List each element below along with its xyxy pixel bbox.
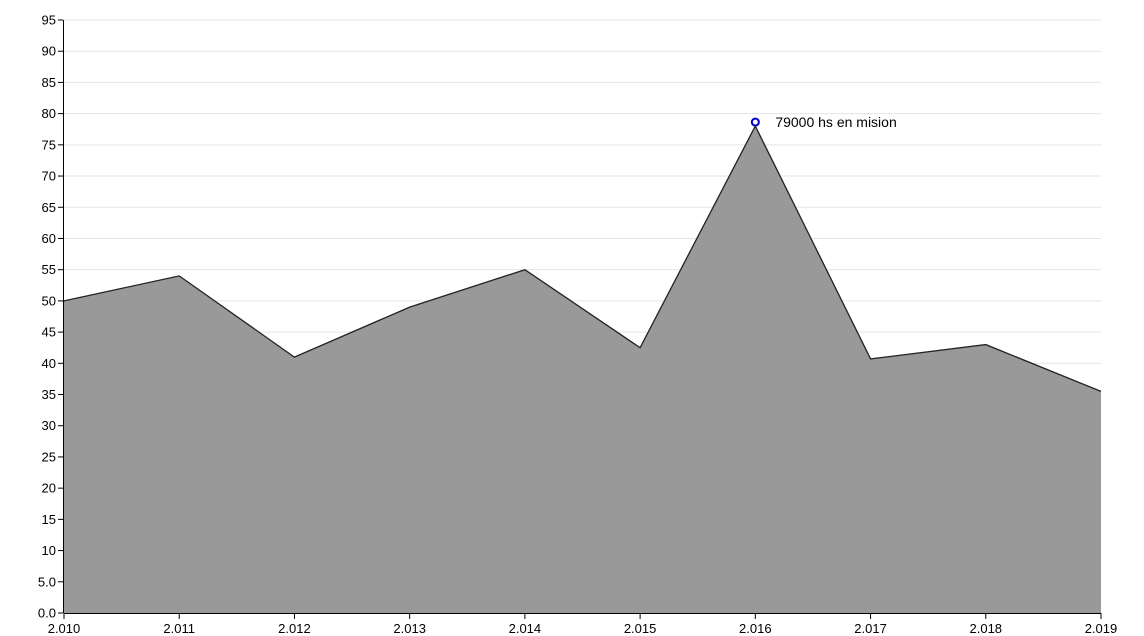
x-tick-label: 2.015	[624, 621, 657, 636]
peak-annotation: 79000 hs en mision	[750, 114, 897, 130]
x-tick-label: 2.017	[854, 621, 887, 636]
y-tick-label: 60	[42, 231, 56, 246]
peak-annotation-label: 79000 hs en mision	[775, 114, 896, 130]
area-series	[64, 126, 1101, 613]
y-tick-label: 65	[42, 200, 56, 215]
x-tick-label: 2.011	[163, 621, 195, 636]
y-tick-label: 25	[42, 449, 56, 464]
peak-marker[interactable]	[750, 117, 760, 127]
x-tick-label: 2.010	[48, 621, 81, 636]
x-tick-label: 2.016	[739, 621, 772, 636]
y-axis: 0.0 5.0 10 15 20 25 30 35 40 45 50 55 60 65 70 75 80 85 90…	[38, 13, 64, 621]
y-tick-label: 55	[42, 262, 56, 277]
y-tick-label: 30	[42, 418, 56, 433]
y-tick-label: 75	[42, 137, 56, 152]
y-tick-label: 45	[42, 325, 56, 340]
x-tick-label: 2.018	[970, 621, 1003, 636]
y-tick-label: 35	[42, 387, 56, 402]
y-tick-label: 90	[42, 44, 56, 59]
y-tick-label: 50	[42, 293, 56, 308]
x-tick-label: 2.012	[278, 621, 311, 636]
y-tick-label: 85	[42, 75, 56, 90]
y-tick-label: 0.0	[38, 606, 56, 621]
x-tick-label: 2.014	[509, 621, 542, 636]
y-tick-label: 20	[42, 481, 56, 496]
x-axis: 2.010 2.011 2.012 2.013 2.014 2.015 2.016 2.017…	[48, 613, 1118, 636]
area-outline	[63, 124, 1102, 393]
y-tick-label: 80	[42, 106, 56, 121]
y-tick-label: 15	[42, 512, 56, 527]
x-tick-label: 2.013	[393, 621, 426, 636]
y-tick-label: 95	[42, 13, 56, 28]
y-tick-label: 10	[42, 543, 56, 558]
y-tick-label: 5.0	[38, 574, 56, 589]
x-tick-label: 2.019	[1085, 621, 1118, 636]
y-tick-label: 70	[42, 169, 56, 184]
y-tick-label: 40	[42, 356, 56, 371]
